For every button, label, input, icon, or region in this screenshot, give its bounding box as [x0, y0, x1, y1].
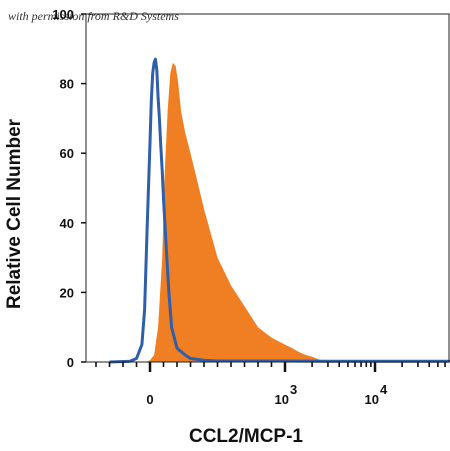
y-axis-title: Relative Cell Number — [4, 118, 25, 309]
x-tick-exponent: 4 — [380, 382, 388, 397]
x-tick-label: 0 — [146, 392, 153, 407]
x-tick-exponent: 3 — [290, 382, 297, 397]
y-tick-label: 40 — [60, 216, 74, 231]
y-axis: 0 20 40 60 80 100 — [52, 7, 86, 370]
x-axis: 0103104105 — [95, 362, 446, 407]
y-tick-label: 20 — [60, 285, 74, 300]
y-tick-label: 80 — [60, 77, 74, 92]
x-tick-label: 10 — [365, 392, 379, 407]
y-tick-label: 100 — [52, 7, 74, 22]
plot-area — [85, 13, 450, 364]
plot-frame — [85, 13, 450, 363]
control-histogram-line — [109, 57, 450, 364]
y-tick-label: 0 — [67, 355, 74, 370]
permission-watermark: with permission from R&D Systems — [8, 9, 179, 23]
x-tick-label: 10 — [275, 392, 289, 407]
stained-histogram-area — [145, 62, 340, 362]
x-axis-title: CCL2/MCP-1 — [189, 426, 303, 447]
y-tick-label: 60 — [60, 146, 74, 161]
